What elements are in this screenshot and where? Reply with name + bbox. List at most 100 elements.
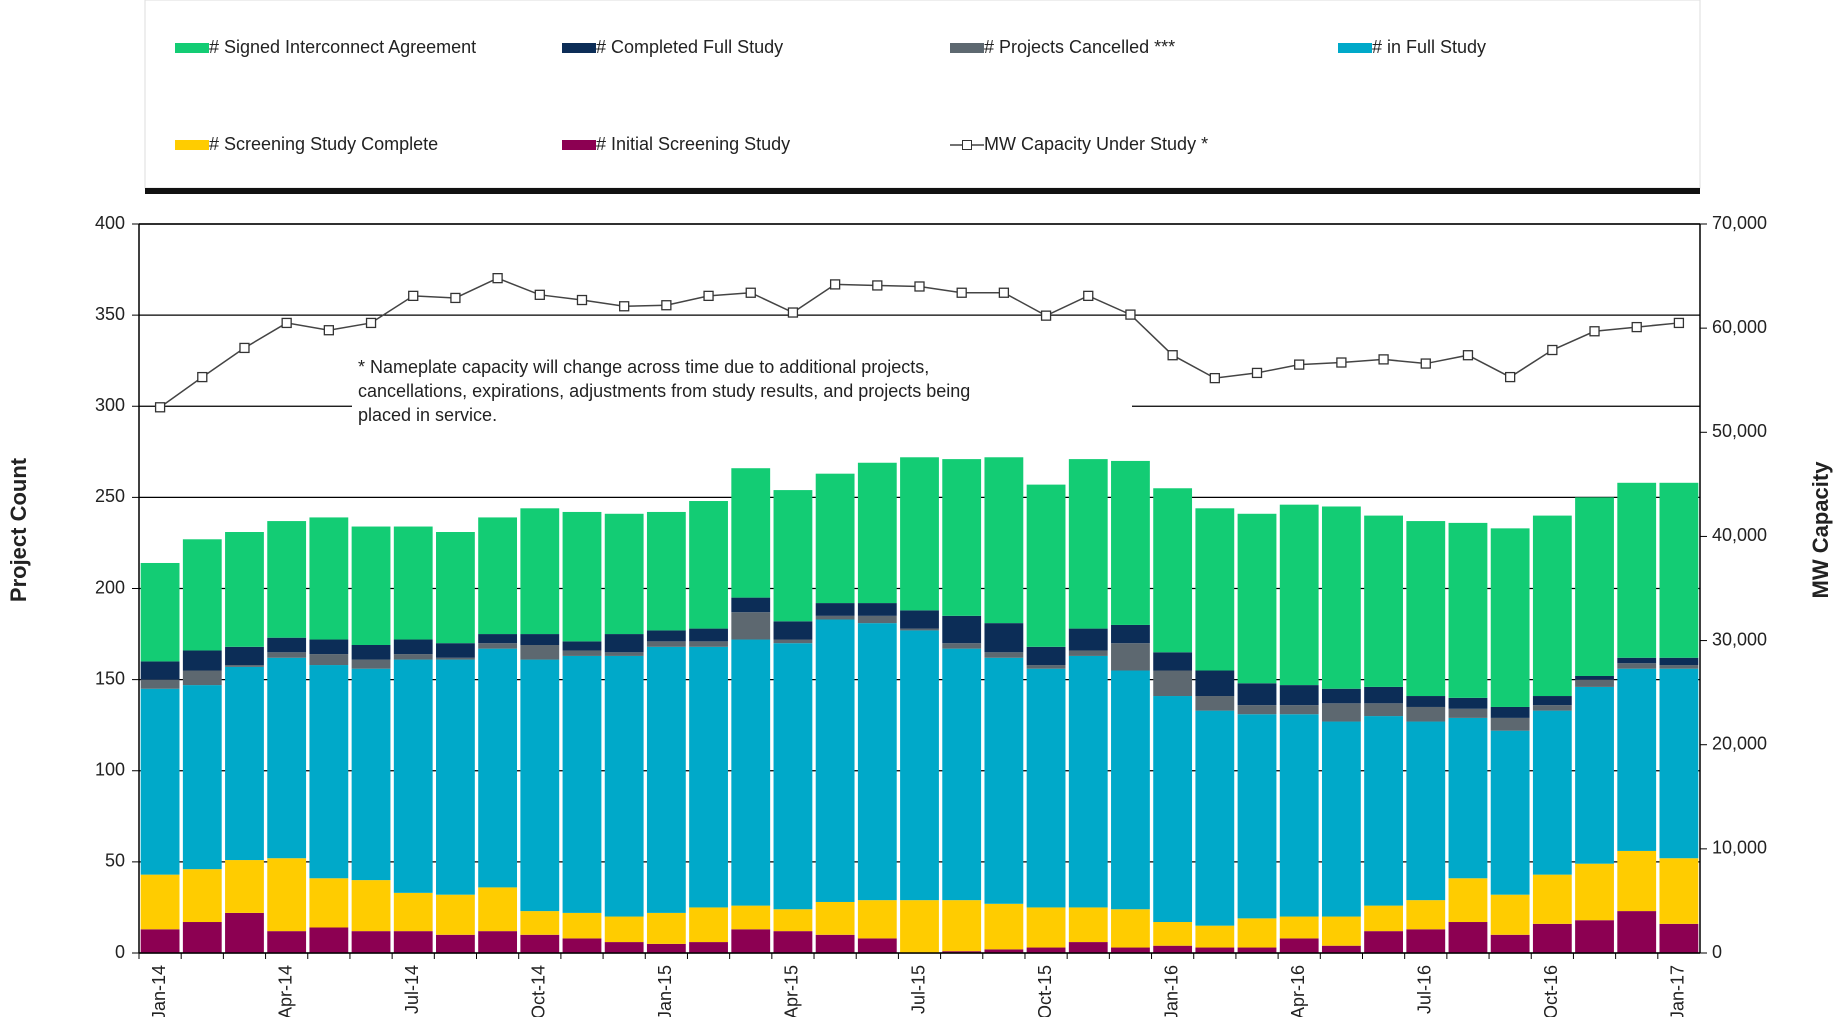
bar-segment (267, 637, 307, 653)
bar-segment (1279, 916, 1319, 939)
bar-segment (520, 508, 560, 635)
bar-segment (478, 931, 518, 953)
bar-segment (520, 911, 560, 935)
bar-segment (815, 619, 855, 902)
line-marker (323, 325, 335, 336)
bar-segment (984, 457, 1024, 624)
bar-segment (646, 641, 686, 647)
bar-segment (225, 912, 264, 953)
bar-segment (140, 661, 180, 680)
bar-segment (1617, 663, 1657, 669)
bar-segment (1111, 947, 1150, 953)
line-marker (956, 287, 967, 298)
x-tick-label: Apr-16 (1288, 965, 1308, 1017)
bar-segment (562, 912, 602, 939)
bar-segment (1195, 947, 1235, 953)
y-tick-label: 100 (95, 760, 125, 780)
bar-segment (1195, 696, 1235, 711)
bar-segment (1490, 730, 1530, 895)
bar-segment (1321, 506, 1361, 689)
bar-segment (689, 628, 728, 642)
y2-tick-label: 20,000 (1712, 733, 1767, 753)
line-marker (1209, 372, 1220, 384)
bar-segment (1406, 929, 1446, 953)
bar-segment (562, 511, 602, 642)
line-marker (914, 281, 925, 292)
bar-segment (1111, 624, 1150, 644)
bar-segment (478, 634, 518, 644)
bar-segment (1111, 460, 1150, 625)
bar-segment (1617, 911, 1657, 953)
bar-segment (1111, 643, 1150, 671)
bar-segment (1448, 717, 1488, 879)
bar-segment (225, 532, 264, 647)
line-marker (1251, 367, 1263, 379)
y-tick-label: 150 (95, 668, 125, 688)
line-marker (829, 279, 841, 290)
bar-segment (1237, 705, 1277, 715)
bar-segment (267, 931, 307, 953)
x-tick-label: Oct-14 (529, 965, 549, 1017)
bar-segment (562, 655, 602, 913)
bar-segment (731, 597, 771, 613)
bar-segment (900, 900, 939, 953)
annotation: placed in service. (358, 405, 497, 425)
bar-segment (520, 634, 560, 645)
bar-segment (984, 657, 1024, 904)
bar-segment (225, 665, 264, 667)
bar-segment (689, 942, 728, 953)
bar-segment (1490, 717, 1530, 731)
bar-segment (1068, 942, 1108, 953)
bar-segment (773, 490, 813, 622)
legend-swatch (175, 140, 209, 150)
bar-segment (984, 623, 1024, 653)
bar-segment (520, 659, 560, 912)
bar-segment (1659, 923, 1699, 953)
bar-segment (942, 951, 982, 953)
bar-segment (478, 648, 518, 888)
line-marker (534, 289, 545, 300)
bar-segment (1237, 714, 1277, 919)
bar-segment (1659, 665, 1699, 669)
bar-segment (1321, 721, 1361, 917)
bar-segment (1575, 497, 1614, 676)
y2-tick-label: 40,000 (1712, 525, 1767, 545)
legend-swatch (175, 43, 209, 53)
line-marker (281, 317, 292, 329)
x-tick-label: Jan-17 (1668, 965, 1688, 1017)
bar-segment (436, 934, 475, 953)
bar-segment (857, 615, 897, 624)
bar-segment (562, 650, 602, 656)
line-marker (365, 317, 377, 329)
bar-segment (773, 931, 813, 953)
line-marker (450, 292, 461, 304)
bar-segment (1195, 508, 1235, 671)
y-tick-label: 50 (105, 851, 125, 871)
legend-box (144, 0, 1701, 189)
bar-segment (1575, 686, 1614, 864)
y-tick-label: 250 (95, 486, 125, 506)
x-tick-label: Oct-16 (1541, 965, 1561, 1017)
bar-segment (182, 650, 222, 671)
annotation: * Nameplate capacity will change across … (358, 357, 929, 377)
bar-segment (1237, 947, 1277, 953)
line-marker (1083, 290, 1094, 302)
bar-segment (1532, 696, 1572, 706)
bar-segment (1195, 710, 1235, 926)
bar-segment (1617, 850, 1657, 912)
line-marker (745, 287, 756, 298)
x-tick-label: Apr-14 (275, 965, 295, 1017)
bar-segment (478, 887, 518, 932)
bar-segment (1153, 670, 1193, 697)
legend-label: # Completed Full Study (596, 37, 783, 57)
bar-segment (815, 603, 855, 616)
bar-segment (857, 603, 897, 616)
line-marker (1125, 309, 1136, 320)
bar-segment (1068, 655, 1108, 908)
bar-segment (393, 639, 433, 655)
bar-segment (1153, 922, 1193, 946)
bar-segment (1448, 697, 1488, 709)
x-tick-label: Apr-15 (782, 965, 802, 1017)
bar-segment (731, 905, 771, 930)
